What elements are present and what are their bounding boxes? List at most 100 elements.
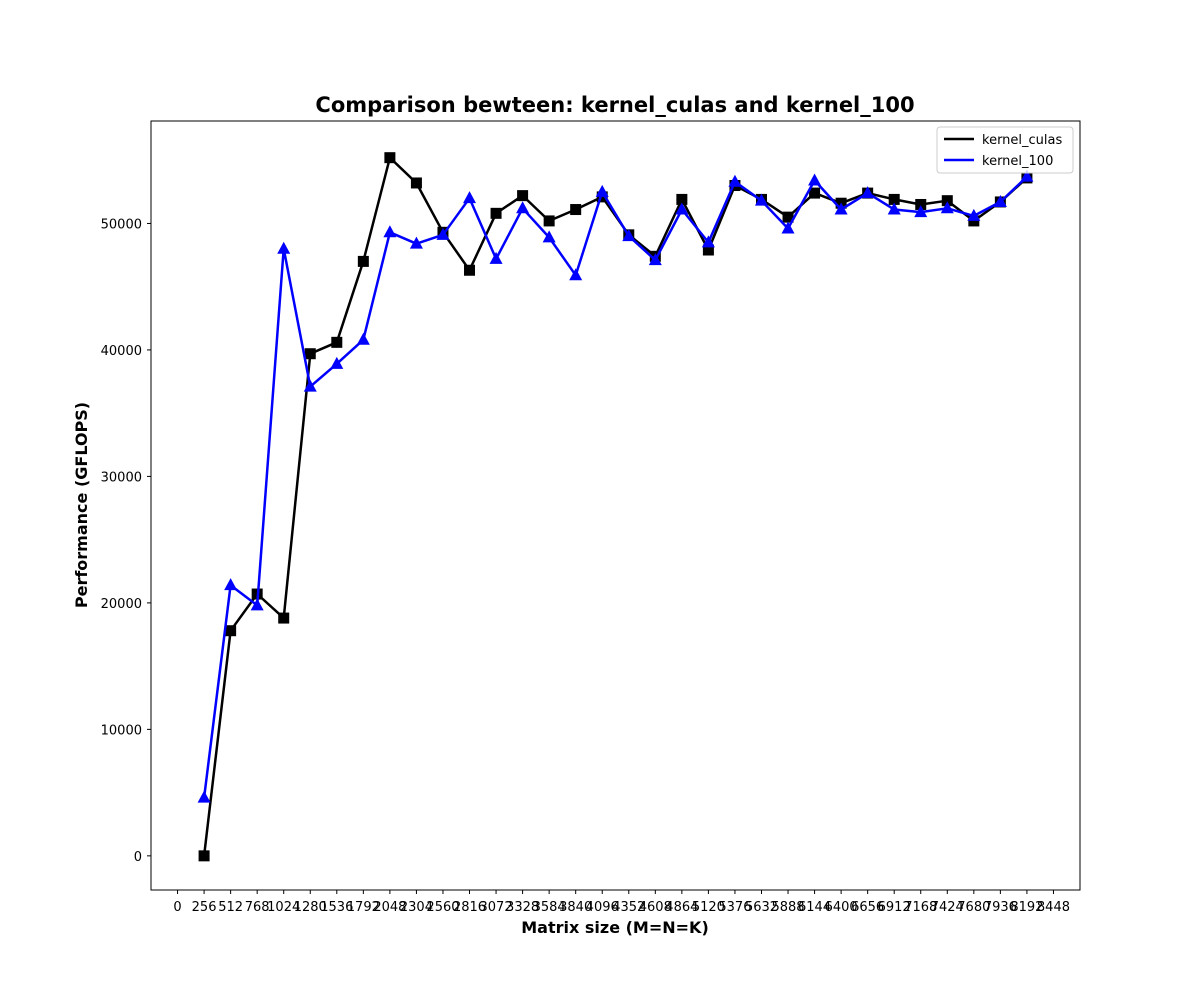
x-tick-label: 3840 xyxy=(559,900,592,915)
x-tick-label: 2560 xyxy=(426,900,459,915)
data-point-kernel-100 xyxy=(648,253,662,266)
data-point-kernel-100 xyxy=(569,268,583,281)
data-point-kernel-100 xyxy=(595,184,609,197)
x-tick-label: 1792 xyxy=(347,900,380,915)
data-point-kernel-culas xyxy=(596,191,608,203)
data-point-kernel-100 xyxy=(967,208,981,221)
data-point-kernel-100 xyxy=(356,332,370,345)
data-point-kernel-culas xyxy=(702,244,714,256)
data-point-kernel-culas xyxy=(225,625,237,637)
x-tick-label: 4352 xyxy=(612,900,645,915)
data-point-kernel-culas xyxy=(304,348,316,360)
data-point-kernel-100 xyxy=(463,191,477,204)
data-point-kernel-culas xyxy=(517,190,529,202)
data-point-kernel-100 xyxy=(197,790,211,803)
x-tick-label: 1024 xyxy=(267,900,300,915)
y-axis-ticks: 0 10000 20000 30000 40000 50000 xyxy=(101,217,151,865)
series-kernel-culas xyxy=(198,152,1033,862)
data-point-kernel-100 xyxy=(436,227,450,240)
x-tick-label: 4096 xyxy=(586,900,619,915)
x-tick-label: 7424 xyxy=(931,900,964,915)
data-point-kernel-culas xyxy=(198,850,210,862)
data-point-kernel-100 xyxy=(303,379,317,392)
x-tick-label: 3584 xyxy=(533,900,566,915)
data-point-kernel-100 xyxy=(914,205,928,218)
data-point-kernel-100 xyxy=(675,202,689,215)
x-tick-label: 5632 xyxy=(745,900,778,915)
x-axis-label: Matrix size (M=N=K) xyxy=(521,918,709,937)
x-tick-label: 2048 xyxy=(373,900,406,915)
y-tick-label: 50000 xyxy=(101,217,142,232)
data-point-kernel-100 xyxy=(516,201,530,214)
x-tick-label: 7168 xyxy=(904,900,937,915)
data-point-kernel-100 xyxy=(701,235,715,248)
data-point-kernel-culas xyxy=(941,195,953,207)
data-point-kernel-100 xyxy=(383,225,397,238)
x-tick-label: 6400 xyxy=(825,900,858,915)
x-tick-label: 6656 xyxy=(851,900,884,915)
data-point-kernel-100 xyxy=(542,230,556,243)
data-point-kernel-culas xyxy=(968,215,980,227)
data-point-kernel-100 xyxy=(834,202,848,215)
x-tick-label: 5376 xyxy=(718,900,751,915)
x-tick-label: 8448 xyxy=(1037,900,1070,915)
series-line-kernel-100 xyxy=(202,175,1028,798)
data-point-kernel-culas xyxy=(782,211,794,223)
legend: kernel_culas kernel_100 xyxy=(936,126,1074,174)
data-point-kernel-culas xyxy=(410,177,422,189)
x-tick-label: 0 xyxy=(173,900,181,915)
series-kernel-100 xyxy=(197,169,1034,803)
data-point-kernel-100 xyxy=(728,174,742,187)
data-point-kernel-culas xyxy=(888,193,900,205)
data-point-kernel-culas xyxy=(331,336,343,348)
data-point-kernel-100 xyxy=(622,229,636,242)
data-point-kernel-100 xyxy=(781,221,795,234)
x-tick-label: 5888 xyxy=(771,900,804,915)
data-point-kernel-100 xyxy=(1020,169,1034,182)
x-axis-ticks: 0 256 512 768102412801536179220482304256028… xyxy=(173,890,1070,915)
series-line-kernel-culas xyxy=(202,156,1028,857)
data-point-kernel-100 xyxy=(489,251,503,264)
y-axis-label: Performance (GFLOPS) xyxy=(72,402,91,608)
chart-title: Comparison bewteen: kernel_culas and ker… xyxy=(315,93,914,117)
data-point-kernel-100 xyxy=(940,201,954,214)
y-tick-label: 10000 xyxy=(101,723,142,738)
x-tick-label: 7680 xyxy=(957,900,990,915)
series-layer xyxy=(197,152,1034,862)
data-point-kernel-100 xyxy=(861,186,875,199)
x-tick-label: 512 xyxy=(218,900,243,915)
y-tick-label: 40000 xyxy=(101,344,142,359)
data-point-kernel-100 xyxy=(808,173,822,186)
y-tick-label: 30000 xyxy=(101,470,142,485)
x-tick-label: 256 xyxy=(192,900,217,915)
x-tick-label: 4864 xyxy=(665,900,698,915)
x-tick-label: 2304 xyxy=(400,900,433,915)
x-tick-label: 4608 xyxy=(639,900,672,915)
data-point-kernel-100 xyxy=(277,241,291,254)
data-point-kernel-culas xyxy=(357,255,369,267)
data-point-kernel-culas xyxy=(464,264,476,276)
x-tick-label: 1280 xyxy=(294,900,327,915)
x-tick-label: 3328 xyxy=(506,900,539,915)
data-point-kernel-100 xyxy=(754,193,768,206)
x-tick-label: 768 xyxy=(245,900,270,915)
x-tick-label: 6912 xyxy=(878,900,911,915)
y-tick-label: 20000 xyxy=(101,597,142,612)
data-point-kernel-100 xyxy=(409,236,423,249)
x-tick-label: 5120 xyxy=(692,900,725,915)
x-tick-label: 1536 xyxy=(320,900,353,915)
data-point-kernel-100 xyxy=(887,202,901,215)
x-tick-label: 7936 xyxy=(984,900,1017,915)
data-point-kernel-culas xyxy=(490,207,502,219)
y-tick-label: 0 xyxy=(134,850,142,865)
x-tick-label: 8192 xyxy=(1010,900,1043,915)
data-point-kernel-culas xyxy=(570,204,582,216)
data-point-kernel-100 xyxy=(224,578,238,591)
x-tick-label: 3072 xyxy=(480,900,513,915)
data-point-kernel-culas xyxy=(915,198,927,210)
plot-area xyxy=(150,120,1081,891)
data-point-kernel-culas xyxy=(809,187,821,199)
legend-label-kernel-100: kernel_100 xyxy=(982,154,1053,169)
x-tick-label: 2816 xyxy=(453,900,486,915)
